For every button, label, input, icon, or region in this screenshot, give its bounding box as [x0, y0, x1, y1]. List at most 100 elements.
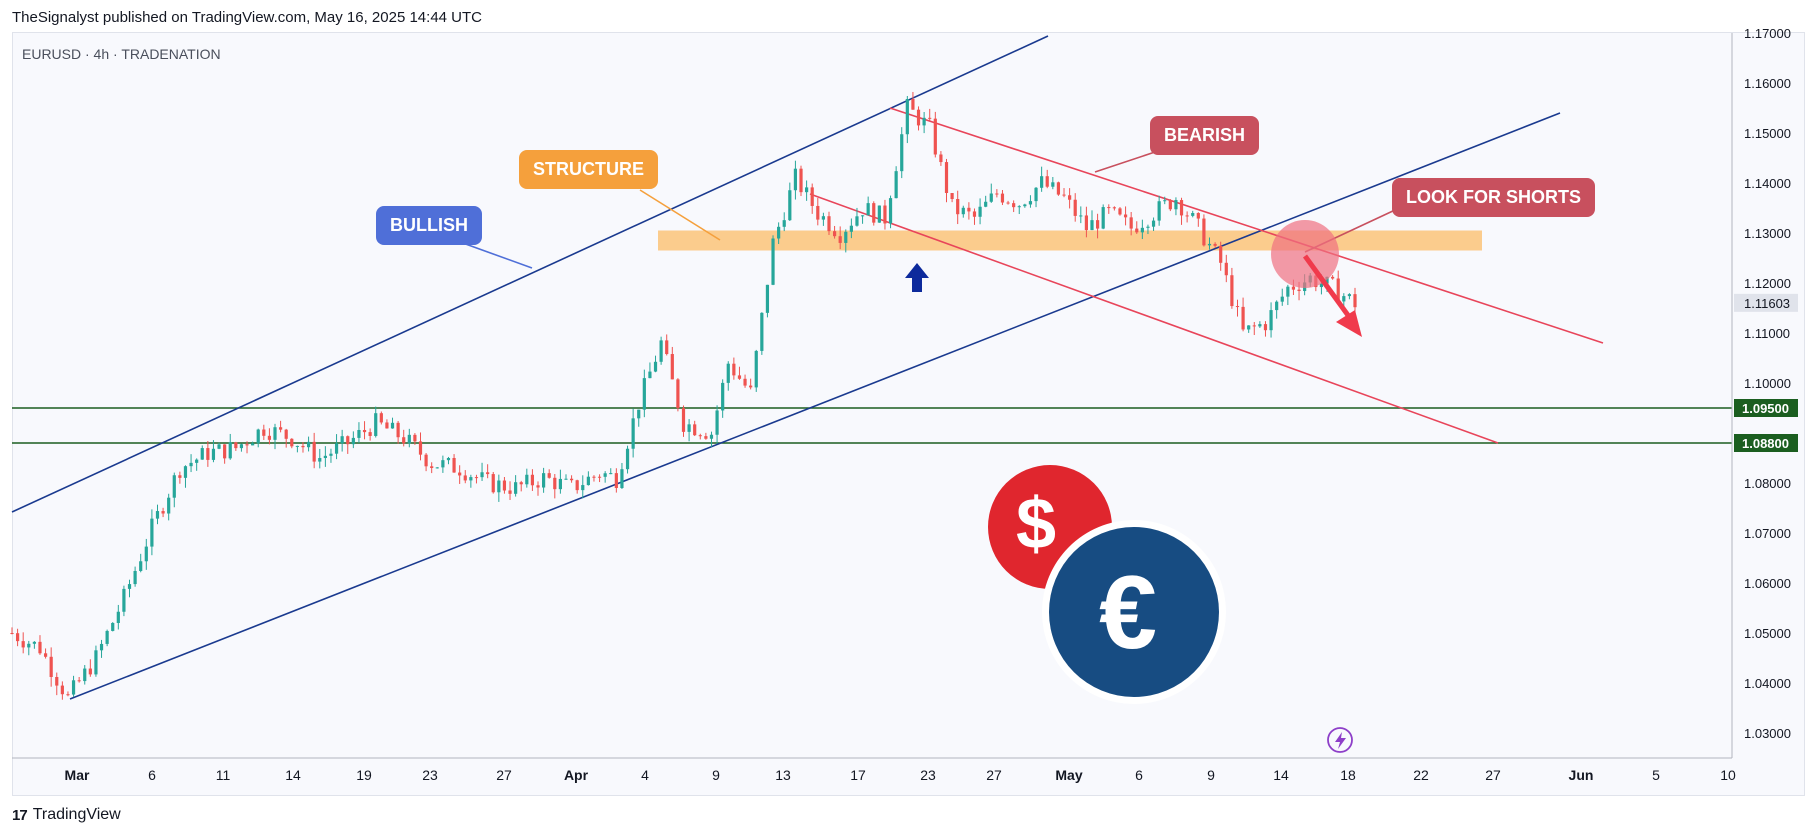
candle	[60, 681, 64, 700]
candle	[575, 479, 579, 494]
candle	[827, 211, 831, 235]
candle	[1045, 169, 1049, 189]
bearish-callout: BEARISH	[1150, 116, 1260, 155]
candle	[715, 405, 719, 444]
candle	[474, 474, 479, 484]
candle	[1079, 206, 1083, 224]
candle	[698, 433, 702, 440]
x-tick-label: 27	[986, 767, 1002, 783]
candle	[418, 432, 423, 461]
bearish-callout-pointer[interactable]	[1094, 151, 1156, 173]
candle	[362, 421, 367, 440]
candle	[860, 215, 865, 224]
up-arrow-icon	[905, 263, 929, 292]
candle	[228, 433, 232, 460]
candle	[1202, 214, 1206, 247]
candle	[855, 207, 859, 227]
candle	[424, 453, 428, 472]
candle	[586, 471, 590, 486]
candle	[83, 665, 87, 685]
x-tick-label: 6	[148, 767, 156, 783]
lightning-icon[interactable]	[1327, 727, 1353, 753]
y-tick-label: 1.06000	[1744, 576, 1791, 591]
candle	[441, 455, 445, 473]
candle	[1118, 207, 1122, 216]
candle	[150, 509, 154, 556]
candle	[435, 467, 439, 469]
candle	[933, 111, 937, 158]
candle	[900, 127, 904, 179]
y-tick-label: 1.13000	[1744, 226, 1791, 241]
bearish-channel-lower[interactable]	[809, 193, 1499, 444]
candle	[122, 585, 126, 617]
candle	[631, 408, 635, 458]
candle	[603, 471, 607, 483]
structure-callout-pointer[interactable]	[639, 189, 721, 241]
candle	[323, 446, 327, 467]
candle	[1123, 206, 1128, 226]
candle	[161, 507, 165, 518]
x-tick-label: 9	[1207, 767, 1215, 783]
candle	[978, 198, 982, 225]
candle	[1017, 205, 1021, 215]
bullish-channel-upper[interactable]	[11, 35, 1049, 513]
candle	[737, 366, 742, 380]
candle	[956, 190, 960, 225]
candle	[402, 429, 406, 447]
y-tick-label: 1.14000	[1744, 176, 1791, 191]
candle	[519, 480, 523, 492]
candle	[939, 151, 943, 166]
candle	[502, 476, 507, 494]
bearish-channel-upper[interactable]	[889, 107, 1604, 344]
candle	[211, 440, 216, 463]
candle	[765, 284, 770, 318]
candle	[637, 409, 641, 427]
candle	[687, 419, 691, 442]
candle	[659, 336, 663, 365]
x-tick-label: 17	[850, 767, 866, 783]
level-label: 1.08800	[1742, 436, 1789, 451]
candle	[1084, 206, 1088, 238]
candle	[1101, 204, 1105, 230]
candle	[849, 218, 853, 239]
candle	[368, 428, 372, 441]
candle	[1062, 188, 1066, 198]
candle	[446, 456, 451, 465]
publish-header: TheSignalyst published on TradingView.co…	[12, 9, 482, 26]
candle	[245, 441, 249, 454]
bullish-channel-lower[interactable]	[69, 112, 1561, 700]
candle	[167, 493, 171, 521]
candle	[430, 462, 434, 474]
x-tick-label: 5	[1652, 767, 1660, 783]
candle	[458, 465, 462, 484]
footer-brand[interactable]: 17 TradingView	[12, 806, 121, 824]
candle	[665, 334, 669, 356]
candle	[1230, 267, 1234, 309]
candle	[1090, 210, 1094, 231]
candle	[771, 235, 775, 286]
candle	[821, 212, 825, 226]
candle	[346, 435, 350, 454]
candle	[743, 374, 747, 388]
x-tick-label: Jun	[1569, 767, 1594, 783]
candle	[234, 441, 238, 451]
candle	[396, 420, 400, 444]
candle	[653, 355, 658, 373]
candle	[569, 475, 574, 483]
symbol-label: EURUSD · 4h · TRADENATION	[22, 46, 221, 62]
candle	[27, 640, 31, 656]
current-price-box	[1734, 293, 1798, 312]
candle	[1135, 221, 1139, 234]
candle	[749, 378, 753, 390]
candle	[301, 442, 305, 453]
chart-frame[interactable]	[12, 32, 1805, 796]
bullish-callout-pointer[interactable]	[459, 241, 533, 269]
candle	[1241, 297, 1245, 332]
candle	[542, 467, 546, 493]
candle	[239, 443, 244, 452]
candle	[43, 648, 48, 659]
candle	[105, 629, 109, 647]
candle	[793, 160, 798, 200]
candle	[172, 472, 176, 508]
